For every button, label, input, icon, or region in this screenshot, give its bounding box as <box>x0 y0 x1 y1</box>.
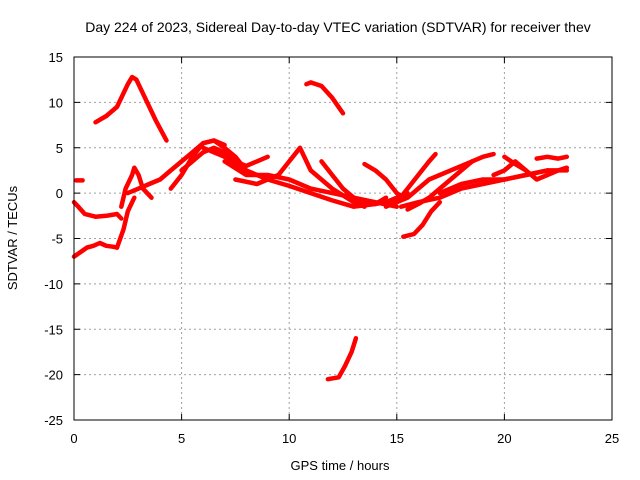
x-tick-labels: 0 5 10 15 20 25 <box>70 431 619 446</box>
y-tick-label: 15 <box>49 50 63 65</box>
series-line-arc-15 <box>319 159 410 207</box>
grid-lines <box>74 57 612 420</box>
series-line-arc-09 <box>179 145 270 173</box>
series-group <box>71 74 570 382</box>
x-tick-label: 15 <box>390 431 404 446</box>
series-line-arc-03 <box>71 240 120 259</box>
series-line-arc-22 <box>437 168 570 196</box>
series-line-arc-14 <box>325 336 359 382</box>
series-line-arc-23 <box>491 159 570 182</box>
x-tick-label: 0 <box>70 431 77 446</box>
series-line-arc-25 <box>534 154 570 161</box>
x-tick-label: 5 <box>178 431 185 446</box>
series-line-arc-24 <box>502 154 529 173</box>
series-line-arc-16 <box>362 161 406 200</box>
y-tick-label: -5 <box>51 232 63 247</box>
x-tick-label: 10 <box>282 431 296 446</box>
y-tick-label: -10 <box>44 277 63 292</box>
series-line-arc-08 <box>168 138 249 191</box>
series-line-arc-12 <box>233 145 367 209</box>
series-line-arc-05 <box>71 199 124 221</box>
series-line-arc-13 <box>304 80 346 116</box>
series-line-arc-21 <box>401 199 443 239</box>
y-tick-label: -15 <box>44 322 63 337</box>
y-tick-labels: -25 -20 -15 -10 -5 0 5 10 15 <box>44 50 63 428</box>
x-tick-label: 20 <box>497 431 511 446</box>
y-tick-label: -25 <box>44 413 63 428</box>
series-line-arc-18 <box>394 151 438 205</box>
plot-frame <box>73 56 613 421</box>
series-line-arc-04 <box>114 195 137 250</box>
x-axis-title: GPS time / hours <box>291 458 390 473</box>
series-line-arc-17 <box>383 151 496 209</box>
chart-title: Day 224 of 2023, Sidereal Day-to-day VTE… <box>85 19 591 35</box>
y-axis-title: SDTVAR / TECUs <box>5 185 20 290</box>
y-tick-label: 10 <box>49 95 63 110</box>
series-line-arc-20 <box>405 159 475 212</box>
x-tick-label: 25 <box>605 431 619 446</box>
y-tick-label: 0 <box>56 186 63 201</box>
series-line-arc-02 <box>93 74 169 143</box>
y-tick-label: 5 <box>56 141 63 156</box>
y-tick-label: -20 <box>44 368 63 383</box>
